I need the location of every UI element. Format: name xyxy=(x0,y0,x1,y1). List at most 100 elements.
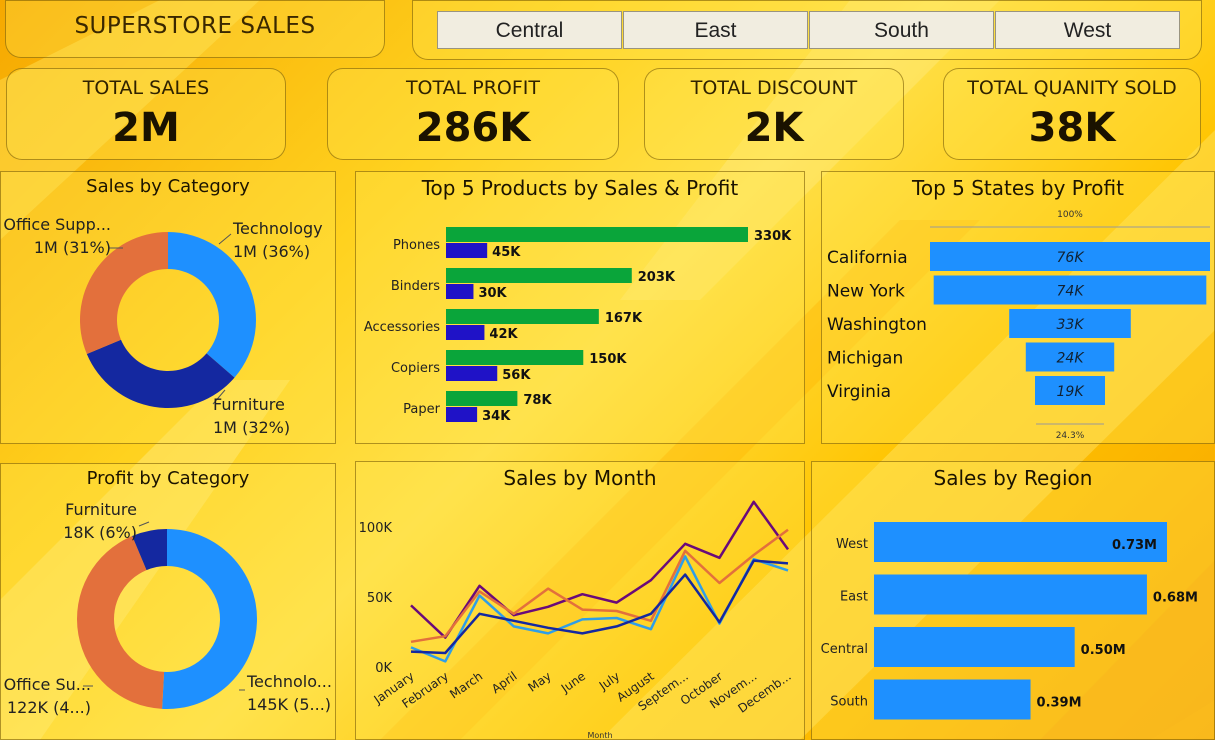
sales-bar xyxy=(446,227,748,242)
kpi-value: 286K xyxy=(415,105,531,151)
kpi-label: TOTAL DISCOUNT xyxy=(690,77,858,99)
funnel-bar xyxy=(1025,342,1115,372)
kpi-value: 2K xyxy=(744,105,804,151)
region-bar xyxy=(874,574,1147,615)
funnel-data-label: 33K xyxy=(1057,317,1086,333)
region-label: West xyxy=(836,537,868,552)
chart-title: Sales by Region xyxy=(933,466,1093,490)
sales-bar xyxy=(446,350,584,365)
sales-by-region-panel: Sales by Region West 0.73M East 0.68M Centra… xyxy=(811,461,1215,740)
state-label: Washington xyxy=(827,315,927,335)
funnel-data-label: 24K xyxy=(1057,351,1086,367)
x-axis-title: Month xyxy=(587,731,612,740)
sales-data-label: 78K xyxy=(523,393,552,408)
kpi-value: 38K xyxy=(1028,105,1116,151)
sales-bar xyxy=(446,268,632,283)
chart-title: Sales by Month xyxy=(503,466,657,490)
category-label: Phones xyxy=(393,238,440,253)
sales-by-month-panel: Sales by Month 0K 50K 100K January February M… xyxy=(355,461,805,740)
top-products-chart: Phones 330K 45K Binders 203K 30K Accessories 16… xyxy=(364,227,792,424)
y-tick-label: 0K xyxy=(375,661,392,676)
title-panel: SUPERSTORE SALES xyxy=(5,0,385,58)
series-line-4 xyxy=(410,559,789,655)
page-title: SUPERSTORE SALES xyxy=(74,13,316,39)
slicer-option-central[interactable]: Central xyxy=(437,11,622,49)
region-label: South xyxy=(830,695,868,710)
x-tick-label: June xyxy=(558,669,588,696)
kpi-card-total-discount: TOTAL DISCOUNT 2K xyxy=(644,68,904,160)
slice-value-label: 145K (5...) xyxy=(247,695,331,714)
sales-data-label: 203K xyxy=(638,270,676,285)
profit-data-label: 30K xyxy=(478,286,507,301)
profit-data-label: 34K xyxy=(482,409,511,424)
donut-slice-office-supplies xyxy=(76,535,165,709)
slice-label: Technology xyxy=(232,219,323,238)
region-bar xyxy=(874,627,1075,667)
top-states-chart: 100% California 76K New York 74K Washington 33… xyxy=(827,210,1210,441)
funnel-data-label: 76K xyxy=(1057,250,1086,266)
slicer-option-south[interactable]: South xyxy=(809,11,994,49)
funnel-data-label: 19K xyxy=(1057,384,1086,400)
top-states-panel: Top 5 States by Profit 100% California 76K… xyxy=(821,171,1215,444)
profit-bar xyxy=(446,325,485,340)
kpi-card-total-profit: TOTAL PROFIT 286K xyxy=(327,68,619,160)
profit-by-category-panel: Profit by Category Technolo... 145K (5...… xyxy=(0,463,336,740)
kpi-value: 2M xyxy=(112,105,180,151)
series-line-2 xyxy=(410,528,789,644)
slice-label: Office Supp... xyxy=(3,215,111,234)
funnel-bar xyxy=(930,242,1210,271)
x-tick-label: March xyxy=(447,669,485,701)
region-bar xyxy=(874,522,1167,562)
region-data-label: 0.68M xyxy=(1153,591,1198,606)
leader-line xyxy=(212,389,226,405)
slice-value-label: 18K (6%) xyxy=(63,523,137,542)
chart-title: Profit by Category xyxy=(86,468,250,489)
profit-data-label: 45K xyxy=(492,245,521,260)
leader-line xyxy=(218,233,232,245)
sales-by-region-chart: West 0.73M East 0.68M Central 0.50M South 0.39M xyxy=(821,522,1198,720)
category-label: Paper xyxy=(403,402,440,417)
slice-value-label: 1M (31%) xyxy=(34,238,111,257)
slice-value-label: 1M (32%) xyxy=(213,418,290,437)
slice-value-label: 122K (4...) xyxy=(7,698,91,717)
kpi-label: TOTAL QUANITY SOLD xyxy=(967,77,1177,99)
region-data-label: 0.39M xyxy=(1037,696,1082,711)
slicer-option-east[interactable]: East xyxy=(623,11,808,49)
sales-bar xyxy=(446,309,599,324)
sales-data-label: 167K xyxy=(605,311,643,326)
y-tick-label: 50K xyxy=(367,591,393,606)
sales-data-label: 330K xyxy=(754,229,792,244)
donut-slice-technology xyxy=(162,529,258,709)
profit-bar xyxy=(446,284,474,299)
funnel-top-annotation: 100% xyxy=(1057,210,1083,220)
series-line-1 xyxy=(410,500,790,639)
chart-title: Top 5 Products by Sales & Profit xyxy=(421,176,739,200)
slice-label: Office Su... xyxy=(4,675,91,694)
leader-line xyxy=(138,521,150,527)
profit-bar xyxy=(446,366,498,381)
x-tick-label: May xyxy=(525,669,553,695)
category-label: Copiers xyxy=(391,361,440,376)
funnel-data-label: 74K xyxy=(1057,284,1086,300)
slice-label: Furniture xyxy=(213,395,285,414)
y-tick-label: 100K xyxy=(359,521,393,536)
profit-data-label: 42K xyxy=(489,327,518,342)
donut-slice-furniture xyxy=(86,339,235,408)
sales-by-category-panel: Sales by Category Technology 1M (36%) Furn… xyxy=(0,171,336,444)
profit-bar xyxy=(446,243,488,258)
x-tick-label: April xyxy=(489,669,520,696)
slice-value-label: 1M (36%) xyxy=(233,242,310,261)
slicer-option-west[interactable]: West xyxy=(995,11,1180,49)
state-label: California xyxy=(827,248,908,268)
region-slicer: Central East South West xyxy=(412,0,1202,60)
funnel-bottom-annotation: 24.3% xyxy=(1056,431,1085,441)
region-bar xyxy=(874,679,1031,720)
slice-label: Technolo... xyxy=(246,672,332,691)
funnel-bar xyxy=(1035,376,1105,405)
donut-slice-furniture xyxy=(132,529,167,571)
slice-label: Furniture xyxy=(65,500,137,519)
chart-title: Top 5 States by Profit xyxy=(912,176,1124,200)
state-label: Virginia xyxy=(827,382,891,402)
region-label: East xyxy=(840,590,868,605)
